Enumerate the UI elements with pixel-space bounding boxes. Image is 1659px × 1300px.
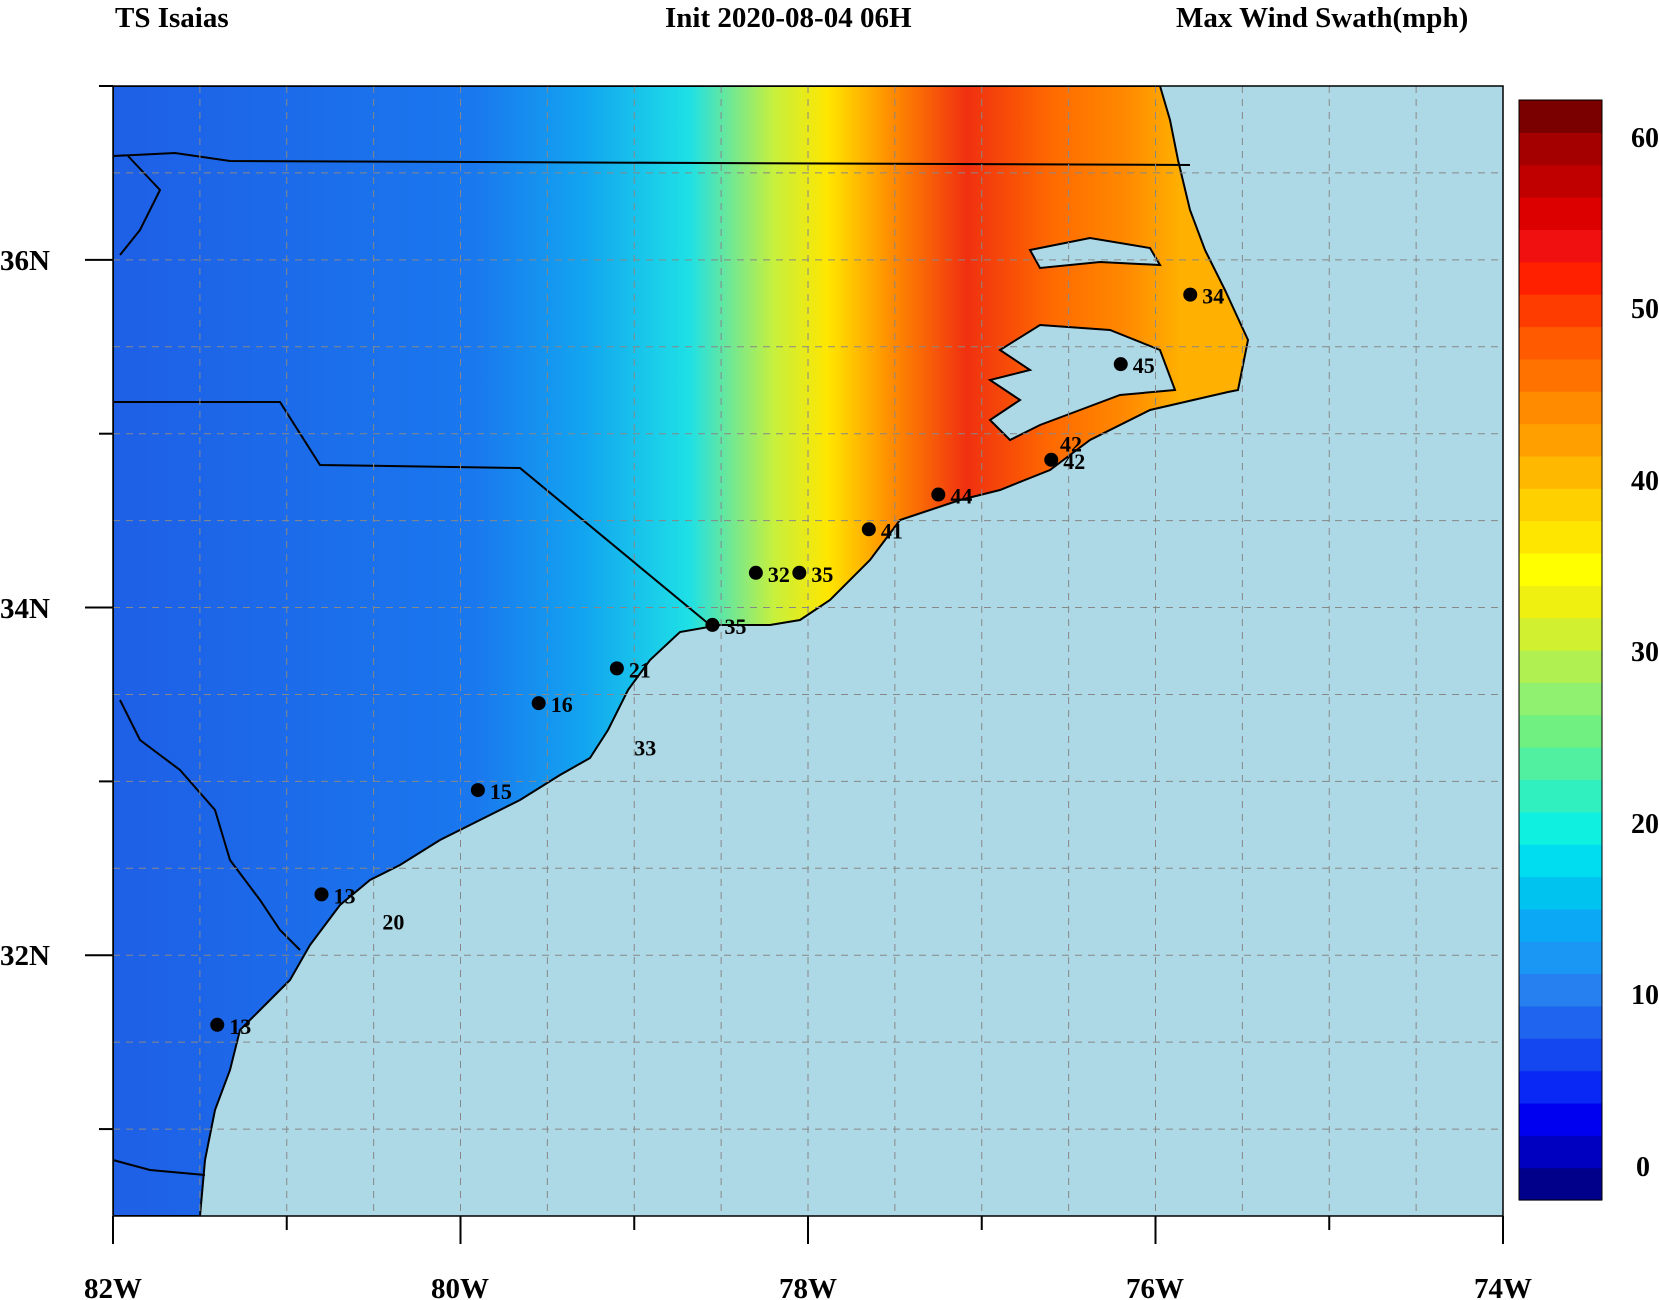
station-dot (931, 487, 946, 502)
station-value: 35 (724, 614, 746, 639)
colorbar-labels: 60 50 40 30 20 10 0 (1631, 123, 1659, 1183)
colorbar-bin (1519, 1070, 1602, 1104)
colorbar-bin (1519, 197, 1602, 231)
colorbar-tick-20: 20 (1631, 809, 1659, 840)
colorbar-bin (1519, 455, 1602, 489)
station-value: 45 (1133, 353, 1155, 378)
colorbar-frame (1518, 99, 1603, 1201)
colorbar-bin (1519, 844, 1602, 878)
colorbar-bin (1519, 552, 1602, 586)
colorbar-bin (1519, 391, 1602, 425)
offshore-value: 33 (634, 736, 656, 761)
land-swath (113, 86, 1250, 1216)
station-dot (470, 783, 485, 798)
colorbar-bin (1519, 908, 1602, 942)
y-tick-label-32n: 32N (0, 940, 50, 972)
colorbar-bin (1519, 294, 1602, 328)
station-value: 34 (1202, 284, 1224, 309)
colorbar-tick-0: 0 (1636, 1152, 1650, 1183)
colorbar-bin (1519, 164, 1602, 198)
station-value: 32 (768, 562, 790, 587)
colorbar-bin (1519, 326, 1602, 360)
colorbar-bin (1519, 779, 1602, 813)
colorbar-tick-50: 50 (1631, 294, 1659, 325)
axis-ticks (85, 85, 1504, 1244)
y-tick-label-36n: 36N (0, 245, 50, 277)
storm-name: TS Isaias (115, 2, 229, 34)
station-dot (1044, 452, 1059, 467)
colorbar-bin (1519, 488, 1602, 522)
offshore-value: 42 (1060, 431, 1082, 456)
colorbar (1518, 99, 1603, 1201)
x-tick-label-82w: 82W (84, 1273, 142, 1300)
colorbar-bin (1519, 650, 1602, 683)
colorbar-bin (1519, 1005, 1602, 1039)
graticule (113, 86, 1503, 1216)
x-tick-label-74w: 74W (1474, 1273, 1532, 1300)
station-dot (748, 565, 763, 580)
colorbar-bin (1519, 1167, 1602, 1201)
colorbar-bin (1519, 261, 1602, 295)
colorbar-bin (1519, 358, 1602, 392)
colorbar-bin (1519, 973, 1602, 1007)
colorbar-bin (1519, 423, 1602, 457)
albemarle-sound (1028, 236, 1162, 270)
station-value: 44 (950, 484, 972, 509)
station-dot (792, 565, 807, 580)
colorbar-tick-60: 60 (1631, 123, 1659, 154)
colorbar-bin (1519, 714, 1602, 748)
station-value: 15 (490, 779, 512, 804)
colorbar-bin (1519, 1135, 1602, 1169)
init-time: Init 2020-08-04 06H (665, 2, 912, 34)
station-value: 41 (881, 518, 903, 543)
colorbar-bin (1519, 1038, 1602, 1072)
colorbar-bin (1519, 229, 1602, 263)
x-tick-label-78w: 78W (779, 1273, 837, 1300)
station-value: 35 (811, 562, 833, 587)
colorbar-bin (1519, 617, 1602, 651)
colorbar-bin (1519, 1102, 1602, 1136)
station-value: 13 (229, 1014, 251, 1039)
colorbar-bin (1519, 585, 1602, 619)
station-dot (531, 696, 546, 711)
station-dot (1183, 287, 1198, 302)
colorbar-bin (1519, 520, 1602, 554)
y-tick-label-34n: 34N (0, 593, 50, 625)
station-dot (609, 661, 624, 676)
colorbar-bin (1519, 100, 1602, 133)
x-axis-labels: 82W 80W 78W 76W 74W (84, 1273, 1532, 1300)
station-dot (314, 887, 329, 902)
station-value: 13 (334, 883, 356, 908)
colorbar-bin (1519, 941, 1602, 975)
colorbar-tick-10: 10 (1631, 980, 1659, 1011)
pamlico-sound (987, 323, 1177, 442)
station-value: 16 (551, 692, 573, 717)
colorbar-bin (1519, 132, 1602, 166)
offshore-value: 20 (382, 909, 404, 934)
station-value: 42 (1063, 449, 1085, 474)
colorbar-tick-30: 30 (1631, 637, 1659, 668)
colorbar-bin (1519, 811, 1602, 845)
station-dot (210, 1017, 225, 1032)
colorbar-bin (1519, 876, 1602, 910)
colorbar-tick-40: 40 (1631, 466, 1659, 497)
station-dot (861, 522, 876, 537)
station-markers: 13 13 15 16 21 35 32 35 41 44 42 45 34 42 33 20 (210, 284, 1224, 1039)
station-dot (705, 617, 720, 632)
colorbar-bin (1519, 682, 1602, 716)
map-title: Max Wind Swath(mph) (1176, 2, 1469, 34)
station-dot (1113, 357, 1128, 372)
y-axis-labels: 36N 34N 32N (0, 245, 50, 972)
x-tick-label-80w: 80W (431, 1273, 489, 1300)
station-value: 21 (629, 657, 651, 682)
x-tick-label-76w: 76W (1126, 1273, 1184, 1300)
colorbar-bin (1519, 747, 1602, 781)
